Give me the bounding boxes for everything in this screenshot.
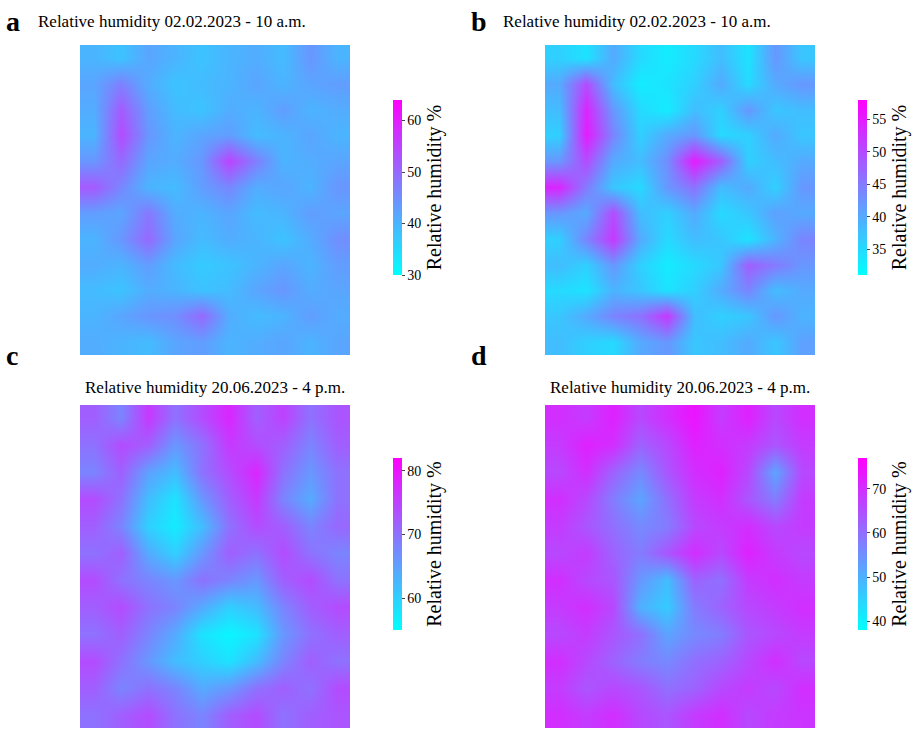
svg-text:Relative humidity 20.06.2023 -: Relative humidity 20.06.2023 - 4 p.m. <box>550 378 810 397</box>
svg-text:70: 70 <box>407 527 421 542</box>
svg-text:40: 40 <box>407 216 421 231</box>
svg-text:55: 55 <box>872 112 886 127</box>
svg-text:60: 60 <box>407 591 421 606</box>
svg-text:Relative humidity %: Relative humidity % <box>888 105 911 271</box>
svg-text:80: 80 <box>407 464 421 479</box>
svg-text:50: 50 <box>407 165 421 180</box>
svg-text:50: 50 <box>872 570 886 585</box>
svg-text:35: 35 <box>872 242 886 257</box>
svg-text:Relative humidity 20.06.2023 -: Relative humidity 20.06.2023 - 4 p.m. <box>85 378 345 397</box>
svg-text:60: 60 <box>407 113 421 128</box>
svg-text:40: 40 <box>872 210 886 225</box>
svg-text:Relative humidity 02.02.2023 -: Relative humidity 02.02.2023 - 10 a.m. <box>38 12 306 31</box>
svg-text:50: 50 <box>872 145 886 160</box>
svg-text:60: 60 <box>872 526 886 541</box>
svg-text:Relative humidity 02.02.2023 -: Relative humidity 02.02.2023 - 10 a.m. <box>503 12 771 31</box>
svg-text:45: 45 <box>872 177 886 192</box>
svg-text:d: d <box>471 340 487 371</box>
svg-text:30: 30 <box>407 268 421 283</box>
svg-text:Relative humidity %: Relative humidity % <box>888 461 911 627</box>
svg-text:a: a <box>6 6 20 37</box>
svg-text:70: 70 <box>872 482 886 497</box>
svg-text:c: c <box>6 340 18 371</box>
svg-text:40: 40 <box>872 614 886 629</box>
svg-text:Relative humidity %: Relative humidity % <box>423 105 446 271</box>
svg-text:b: b <box>471 6 487 37</box>
svg-text:Relative humidity %: Relative humidity % <box>423 461 446 627</box>
